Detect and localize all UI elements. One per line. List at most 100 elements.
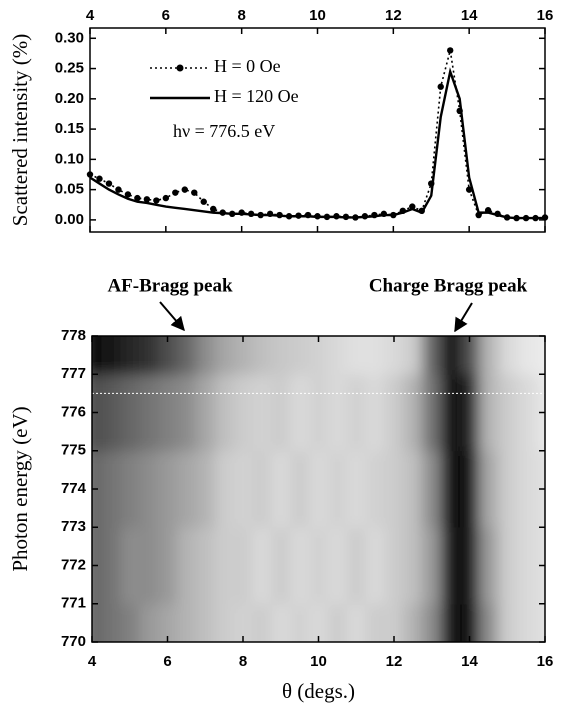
heatmap-cell: [403, 374, 423, 452]
legend-label: H = 120 Oe: [214, 86, 299, 106]
x-tick-label: 4: [88, 653, 97, 670]
heatmap-cell: [309, 374, 329, 452]
y-tick-label: 770: [61, 633, 86, 650]
heatmap-cell: [195, 527, 216, 605]
x-tick-label: 8: [237, 7, 245, 24]
heatmap-cell: [478, 336, 499, 375]
heatmap-cell: [346, 527, 367, 605]
data-point: [447, 47, 454, 54]
x-tick-label: 6: [163, 653, 171, 670]
heatmap-cell: [327, 450, 348, 528]
heatmap-cell: [139, 336, 159, 375]
heatmap-cell: [214, 450, 235, 528]
x-tick-label: 4: [86, 7, 95, 24]
data-point: [134, 194, 141, 202]
heatmap-cell: [422, 603, 442, 642]
heatmap-cell: [101, 374, 121, 452]
heatmap-cell: [101, 527, 121, 605]
y-tick-label: 0.15: [55, 120, 84, 137]
heatmap-cell: [195, 450, 216, 528]
heatmap-cell: [403, 603, 423, 642]
heatmap-cell: [497, 336, 518, 375]
heatmap-cell: [497, 527, 518, 605]
heatmap-cell: [422, 374, 442, 452]
heatmap-cell: [516, 336, 537, 375]
heatmap-cell: [120, 527, 140, 605]
heatmap-cell: [403, 336, 423, 375]
heatmap-cell: [290, 527, 310, 605]
heatmap-cell: [478, 603, 499, 642]
heatmap-cell: [214, 336, 235, 375]
heatmap-cell: [365, 527, 386, 605]
series-line: [89, 67, 545, 220]
heatmap-cell: [346, 603, 367, 642]
heatmap-cell: [120, 374, 140, 452]
y-tick-label: 775: [61, 442, 86, 459]
heatmap-cell: [478, 450, 499, 528]
data-point: [162, 194, 170, 202]
heatmap-cell: [365, 374, 386, 452]
data-point: [191, 189, 198, 196]
heatmap-cell: [158, 336, 178, 375]
heatmap-cell: [271, 450, 291, 528]
heatmap-layer: [92, 336, 545, 642]
x-axis-label: θ (degs.): [282, 679, 355, 703]
heatmap-cell: [478, 527, 499, 605]
heatmap-cell: [516, 374, 537, 452]
heatmap-cell: [214, 603, 235, 642]
heatmap-cell: [271, 603, 291, 642]
x-tick-label: 12: [385, 7, 402, 24]
heatmap-cell: [309, 603, 329, 642]
heatmap-cell: [158, 450, 178, 528]
heatmap-cell: [497, 450, 518, 528]
x-tick-label: 8: [239, 653, 247, 670]
heatmap-cell: [233, 450, 253, 528]
heatmap-cell: [327, 336, 348, 375]
y-tick-label: 773: [61, 518, 86, 535]
data-point: [96, 175, 103, 182]
x-tick-label: 16: [537, 653, 554, 670]
heatmap-cell: [214, 374, 235, 452]
y-tick-label: 0.25: [55, 60, 84, 77]
heatmap-chart: AF-Bragg peak Charge Bragg peak 4 6 8 10 12 14 1…: [8, 275, 554, 703]
annotation: AF-Bragg peak: [107, 275, 233, 296]
y-tick-label: 776: [61, 403, 86, 420]
y-axis-label: Scattered intensity (%): [8, 34, 32, 226]
heatmap-cell: [233, 527, 253, 605]
heatmap-cell: [290, 336, 310, 375]
heatmap-cell: [139, 527, 159, 605]
heatmap-cell: [327, 374, 348, 452]
heatmap-cell: [535, 336, 545, 375]
heatmap-cell: [478, 374, 499, 452]
heatmap-cell: [101, 450, 121, 528]
heatmap-cell: [384, 374, 404, 452]
x-tick-label: 10: [309, 7, 326, 24]
heatmap-cell: [233, 374, 253, 452]
heatmap-cell: [290, 603, 310, 642]
annotation: Charge Bragg peak: [369, 275, 528, 296]
heatmap-cell: [158, 603, 178, 642]
heatmap-cell: [176, 603, 197, 642]
heatmap-cell: [346, 336, 367, 375]
heatmap-cell: [139, 603, 159, 642]
heatmap-cell: [195, 336, 216, 375]
heatmap-cell: [535, 603, 545, 642]
data-point: [437, 83, 444, 90]
heatmap-cell: [384, 527, 404, 605]
heatmap-cell: [195, 374, 216, 452]
heatmap-cell: [176, 527, 197, 605]
heatmap-cell: [252, 374, 272, 452]
heatmap-cell: [460, 450, 480, 528]
series-line: [89, 50, 546, 219]
heatmap-cell: [271, 527, 291, 605]
heatmap-cell: [233, 336, 253, 375]
data-point: [200, 198, 207, 205]
heatmap-cell: [92, 603, 102, 642]
heatmap-cell: [441, 603, 461, 642]
annotation-arrow: [159, 301, 185, 332]
y-tick-label: 772: [61, 556, 86, 573]
y-tick-label: 771: [61, 595, 86, 612]
heatmap-cell: [497, 374, 518, 452]
heatmap-cell: [290, 374, 310, 452]
y-tick-label: 0.00: [55, 211, 84, 228]
